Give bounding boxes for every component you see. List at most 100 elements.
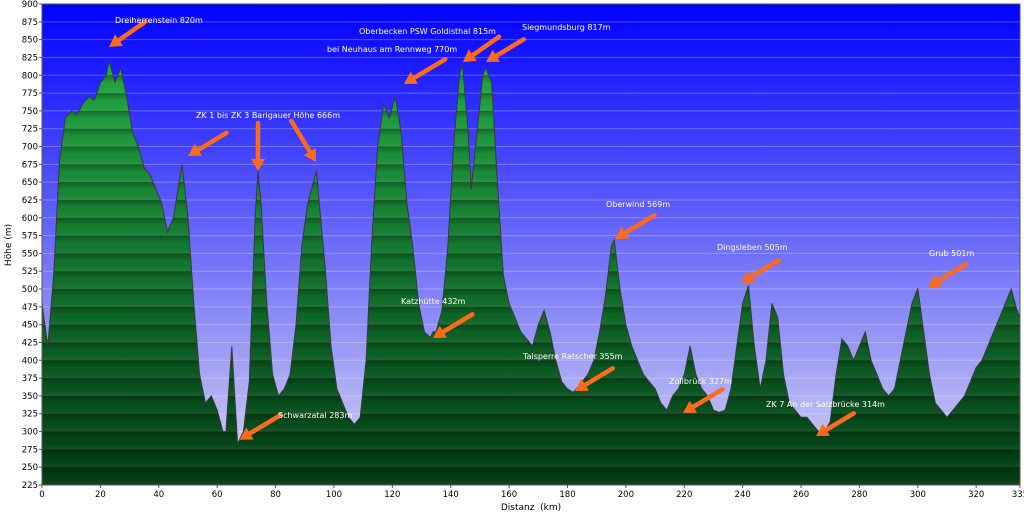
x-tick-label: 40 [153, 490, 164, 500]
annotation-arrow-head [109, 34, 123, 47]
y-tick-label: 650 [22, 178, 38, 188]
annotation-label: Oberbecken PSW Goldisthal 815m [359, 27, 496, 36]
annotation-arrow-shaft [247, 412, 284, 436]
y-tick-label: 550 [22, 249, 38, 259]
annotation-arrow-head [404, 71, 418, 84]
annotation-arrow-shaft [824, 411, 856, 433]
elevation-band [42, 395, 1020, 414]
annotation-arrow-shaft [494, 37, 526, 59]
y-tick-label: 575 [22, 232, 38, 242]
y-tick-label: 425 [22, 338, 38, 348]
y-tick-label: 475 [22, 303, 38, 313]
x-tick-label: 300 [910, 490, 926, 500]
annotation-label: Grub 501m [929, 249, 974, 258]
y-tick-label: 900 [22, 0, 38, 10]
annotation-arrow-shaft [412, 57, 448, 81]
annotation-arrow-head [928, 274, 942, 287]
annotation-arrow-shaft [441, 312, 475, 335]
annotation-label: Katzhütte 432m [401, 297, 465, 306]
y-tick-label: 625 [22, 196, 38, 206]
y-tick-label: 750 [22, 107, 38, 117]
annotation-arrow-head [486, 49, 500, 62]
annotation-label: ZK 7 An der Salzbrücke 314m [766, 400, 885, 409]
y-tick-label: 325 [22, 410, 38, 420]
annotation-arrow-shaft [116, 19, 148, 43]
annotation-arrow-head [303, 148, 316, 162]
x-tick-label: 120 [384, 490, 400, 500]
annotation-arrow-head [463, 49, 477, 62]
annotation-label: Dreiherrenstein 820m [115, 16, 203, 25]
x-tick-label: 200 [618, 490, 634, 500]
elevation-band [42, 413, 1020, 432]
y-tick-label: 725 [22, 125, 38, 135]
annotation-label: Oberwind 569m [606, 200, 670, 209]
annotation-label: Talsperre Ratscher 355m [522, 352, 623, 361]
x-tick-label: 320 [968, 490, 984, 500]
y-tick-label: 375 [22, 374, 38, 384]
x-tick-label: 335 [1012, 490, 1024, 500]
annotation-arrow-head [575, 378, 589, 391]
y-tick-label: 525 [22, 267, 38, 277]
annotation-arrow-head [433, 325, 447, 338]
y-tick-label: 825 [22, 53, 38, 63]
annotation-arrow-shaft [936, 262, 968, 284]
y-tick-label: 300 [22, 428, 38, 438]
x-tick-label: 180 [559, 490, 575, 500]
annotation-arrow-head [239, 427, 254, 440]
elevation-band [42, 378, 1020, 396]
y-tick-label: 850 [22, 36, 38, 46]
annotation-arrow-shaft [623, 213, 657, 236]
annotation-arrow-head [251, 159, 265, 171]
annotation-arrow-shaft [691, 387, 725, 410]
annotation-arrow-head [816, 423, 830, 436]
x-tick-label: 260 [793, 490, 809, 500]
y-tick-label: 225 [22, 481, 38, 491]
x-tick-label: 140 [443, 490, 459, 500]
x-tick-label: 20 [95, 490, 106, 500]
y-tick-label: 275 [22, 445, 38, 455]
x-axis-label: Distanz (km) [501, 503, 561, 513]
x-tick-label: 60 [212, 490, 223, 500]
elevation-line [42, 60, 1020, 446]
annotation-arrow-head [188, 143, 202, 156]
x-tick-label: 100 [326, 490, 342, 500]
annotation-arrow-head [741, 270, 755, 283]
annotation-label: Dingsleben 505m [717, 243, 788, 252]
annotation-arrow-head [683, 400, 697, 413]
annotation-arrow-head [615, 226, 629, 239]
elevation-band [42, 431, 1020, 450]
x-tick-label: 220 [676, 490, 692, 500]
y-tick-label: 350 [22, 392, 38, 402]
annotation-label: Schwarzatal 283m [278, 411, 352, 420]
annotation-arrow-shaft [289, 118, 313, 154]
x-tick-label: 280 [851, 490, 867, 500]
x-tick-label: 160 [501, 490, 517, 500]
y-tick-label: 600 [22, 214, 38, 224]
y-tick-label: 400 [22, 356, 38, 366]
x-tick-label: 0 [39, 490, 44, 500]
y-tick-label: 800 [22, 71, 38, 81]
y-tick-label: 875 [22, 18, 38, 28]
annotation-label: ZK 1 bis ZK 3 Barigauer Höhe 666m [196, 111, 340, 120]
y-tick-label: 450 [22, 321, 38, 331]
y-tick-label: 500 [22, 285, 38, 295]
annotation-label: Siegmundsburg 817m [522, 23, 611, 32]
y-tick-label: 675 [22, 160, 38, 170]
y-axis-label: Höhe (m) [4, 224, 14, 266]
annotation-arrow-shaft [749, 258, 781, 280]
annotation-label: Zollbrück 327m [669, 377, 732, 386]
annotation-label: bei Neuhaus am Rennweg 770m [327, 45, 457, 54]
elevation-band [42, 467, 1020, 485]
y-tick-label: 250 [22, 463, 38, 473]
x-axis: 0 20 40 60 80 100 120 140 160 180 200 220 240 260 280 3… [39, 485, 1024, 500]
x-tick-label: 80 [270, 490, 281, 500]
y-tick-label: 700 [22, 143, 38, 153]
y-tick-label: 775 [22, 89, 38, 99]
annotation-arrow-shaft [196, 130, 229, 153]
annotations: Dreiherrenstein 820m ZK 1 bis ZK 3 Bariga… [109, 16, 974, 440]
annotation-arrow-shaft [470, 34, 502, 58]
elevation-band [42, 449, 1020, 468]
plot-frame [41, 3, 1021, 486]
annotation-arrow-shaft [583, 366, 615, 388]
x-tick-label: 240 [735, 490, 751, 500]
